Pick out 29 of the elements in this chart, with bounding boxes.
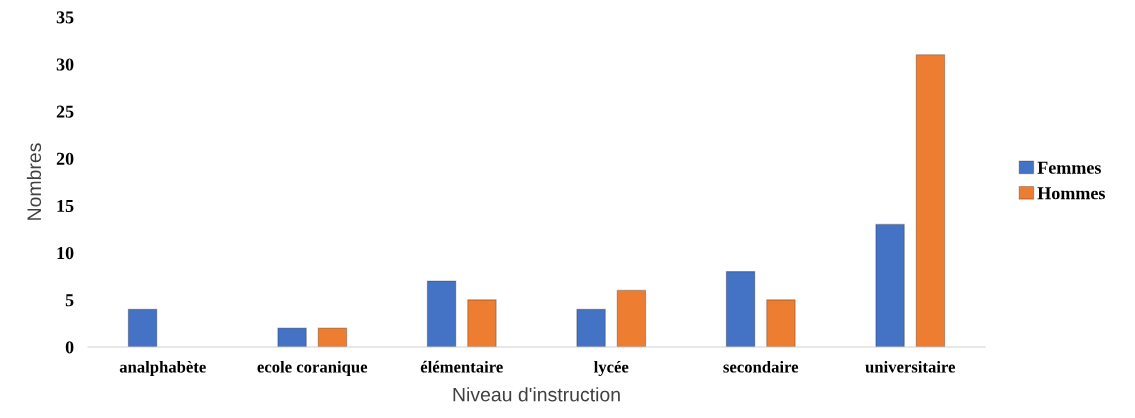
x-tick-label: lycée <box>594 360 629 377</box>
y-axis-title: Nombres <box>26 143 42 220</box>
x-tick-label: universitaire <box>865 360 956 373</box>
bar <box>875 223 905 347</box>
x-tick-label: secondaire <box>723 360 799 373</box>
legend-label: Femmes <box>1037 161 1101 174</box>
x-tick-label: élémentaire <box>420 360 503 373</box>
bar <box>277 327 307 347</box>
y-tick-label: 15 <box>57 199 74 213</box>
y-tick-label: 35 <box>56 11 74 24</box>
bar <box>616 289 647 347</box>
x-tick-label: analphabète <box>119 360 206 377</box>
bar <box>915 54 946 347</box>
legend-label: Hommes <box>1037 187 1105 200</box>
x-tick-label: ecole coranique <box>257 360 368 376</box>
y-tick-label: 20 <box>56 152 74 165</box>
y-tick-label: 25 <box>56 105 74 118</box>
y-tick-label: 30 <box>56 58 74 71</box>
y-tick-label: 0 <box>65 341 74 354</box>
bar <box>426 280 457 347</box>
bar <box>317 327 348 347</box>
x-axis-title: Niveau d'instruction <box>453 387 620 402</box>
y-tick-label: 5 <box>65 294 74 307</box>
bar <box>467 299 497 347</box>
bar <box>127 308 158 347</box>
bar <box>766 299 796 347</box>
bar <box>576 308 606 347</box>
bar <box>725 271 756 347</box>
y-tick-label: 10 <box>57 246 74 260</box>
